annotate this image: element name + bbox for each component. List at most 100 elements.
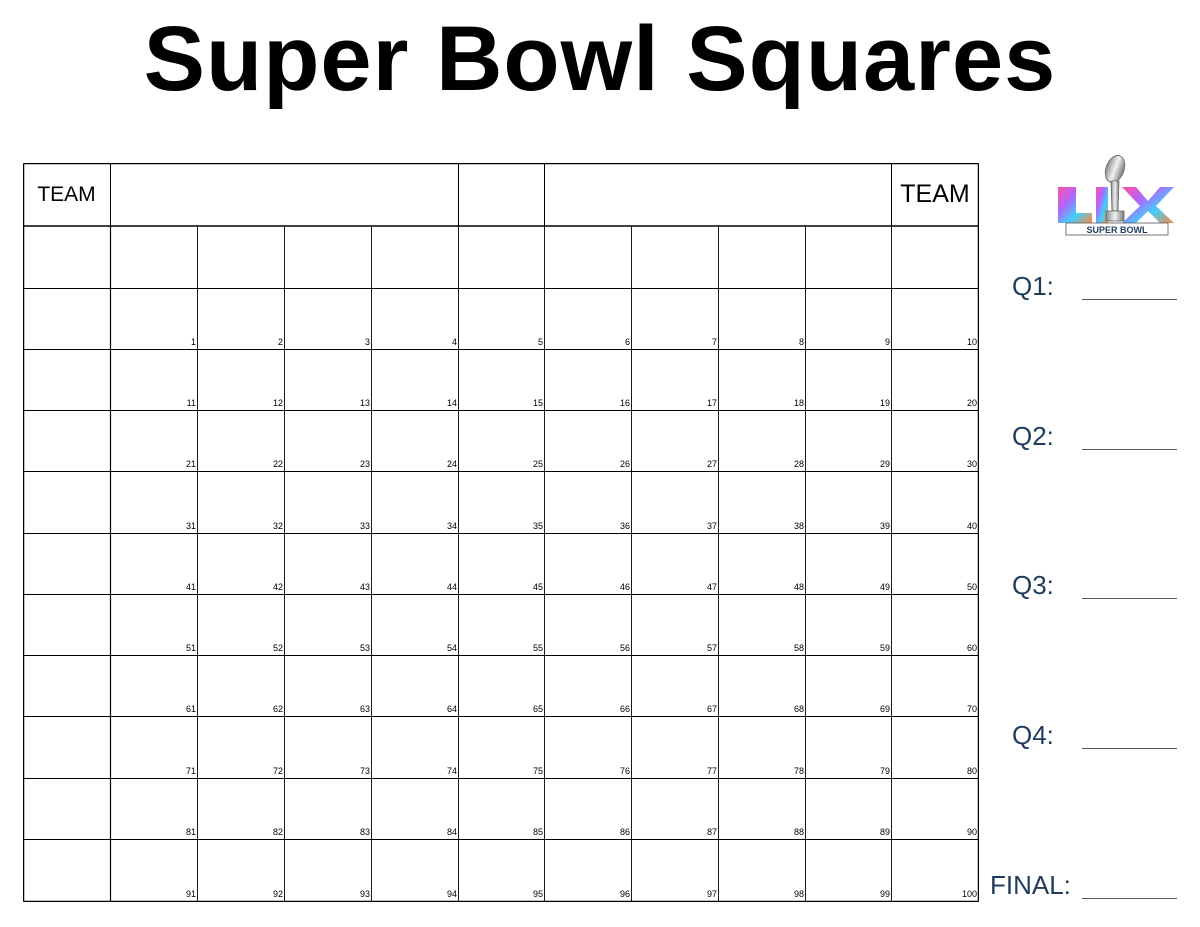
square-number: 9 [884, 337, 890, 347]
square-number: 40 [966, 521, 977, 531]
square-number: 81 [185, 827, 196, 837]
page-title: Super Bowl Squares [143, 8, 1057, 110]
q3-label: Q3: [1012, 570, 1054, 600]
square-number: 12 [272, 398, 283, 408]
square-number: 61 [185, 704, 196, 714]
square-number: 95 [532, 889, 543, 899]
square-number: 84 [446, 827, 457, 837]
square-number: 96 [619, 889, 630, 899]
square-number: 17 [706, 398, 717, 408]
square-number: 5 [537, 337, 543, 347]
square-number: 72 [272, 766, 283, 776]
square-number: 71 [185, 766, 196, 776]
square-number: 28 [793, 459, 804, 469]
square-number: 51 [185, 643, 196, 653]
square-number: 48 [793, 582, 804, 592]
square-number: 18 [793, 398, 804, 408]
q4-score-row: Q4: [990, 718, 1185, 758]
square-number: 38 [793, 521, 804, 531]
square-number: 33 [359, 521, 370, 531]
square-number: 37 [706, 521, 717, 531]
square-number: 62 [272, 704, 283, 714]
square-number: 34 [446, 521, 457, 531]
square-number: 73 [359, 766, 370, 776]
logo-text: SUPER BOWL [1086, 225, 1148, 235]
grid-lines [23, 163, 979, 902]
square-number: 39 [879, 521, 890, 531]
team-right-label: TEAM [900, 180, 970, 208]
q1-score-line[interactable] [1082, 299, 1177, 300]
q3-score-row: Q3: [990, 568, 1185, 608]
square-number: 85 [532, 827, 543, 837]
square-number: 8 [798, 337, 804, 347]
square-number: 76 [619, 766, 630, 776]
q2-score-line[interactable] [1082, 449, 1177, 450]
square-number: 60 [966, 643, 977, 653]
q4-score-line[interactable] [1082, 748, 1177, 749]
square-number: 100 [961, 889, 977, 899]
square-number: 6 [624, 337, 630, 347]
square-number: 70 [966, 704, 977, 714]
square-number: 52 [272, 643, 283, 653]
square-number: 15 [532, 398, 543, 408]
square-number: 49 [879, 582, 890, 592]
square-number: 42 [272, 582, 283, 592]
super-bowl-lix-icon: SUPER BOWL [1058, 155, 1174, 236]
square-number: 45 [532, 582, 543, 592]
final-label: FINAL: [990, 870, 1071, 900]
square-number: 46 [619, 582, 630, 592]
square-number: 19 [879, 398, 890, 408]
square-number: 78 [793, 766, 804, 776]
square-number: 54 [446, 643, 457, 653]
squares-grid: TEAM TEAM 1 2 3 4 5 6 7 8 9 10 11 12 13 14 15 16 17 18 19 2… [23, 163, 979, 902]
square-number: 89 [879, 827, 890, 837]
square-number: 24 [446, 459, 457, 469]
square-number: 25 [532, 459, 543, 469]
square-number: 23 [359, 459, 370, 469]
square-number: 44 [446, 582, 457, 592]
square-number: 35 [532, 521, 543, 531]
square-number: 55 [532, 643, 543, 653]
square-number: 65 [532, 704, 543, 714]
square-number: 77 [706, 766, 717, 776]
square-number: 53 [359, 643, 370, 653]
q2-score-row: Q2: [990, 419, 1185, 459]
q3-score-line[interactable] [1082, 598, 1177, 599]
square-number: 1 [190, 337, 196, 347]
square-number: 74 [446, 766, 457, 776]
square-number: 63 [359, 704, 370, 714]
q4-label: Q4: [1012, 720, 1054, 750]
square-number: 86 [619, 827, 630, 837]
square-number: 98 [793, 889, 804, 899]
square-number: 41 [185, 582, 196, 592]
square-number: 20 [966, 398, 977, 408]
square-number: 47 [706, 582, 717, 592]
square-number: 82 [272, 827, 283, 837]
square-number: 16 [619, 398, 630, 408]
q1-label: Q1: [1012, 271, 1054, 301]
q2-label: Q2: [1012, 421, 1054, 451]
square-number: 43 [359, 582, 370, 592]
square-number: 50 [966, 582, 977, 592]
square-number: 7 [711, 337, 717, 347]
square-number: 4 [451, 337, 457, 347]
square-number: 32 [272, 521, 283, 531]
square-number: 68 [793, 704, 804, 714]
final-score-line[interactable] [1082, 898, 1177, 899]
team-left-label: TEAM [37, 183, 96, 206]
square-number: 30 [966, 459, 977, 469]
square-number: 10 [966, 337, 977, 347]
square-number: 80 [966, 766, 977, 776]
square-number: 56 [619, 643, 630, 653]
square-number: 83 [359, 827, 370, 837]
square-number: 69 [879, 704, 890, 714]
square-number: 59 [879, 643, 890, 653]
square-number: 29 [879, 459, 890, 469]
square-number: 94 [446, 889, 457, 899]
square-number: 14 [446, 398, 457, 408]
square-number: 22 [272, 459, 283, 469]
square-number: 67 [706, 704, 717, 714]
square-number: 90 [966, 827, 977, 837]
square-number: 3 [364, 337, 370, 347]
square-number: 93 [359, 889, 370, 899]
